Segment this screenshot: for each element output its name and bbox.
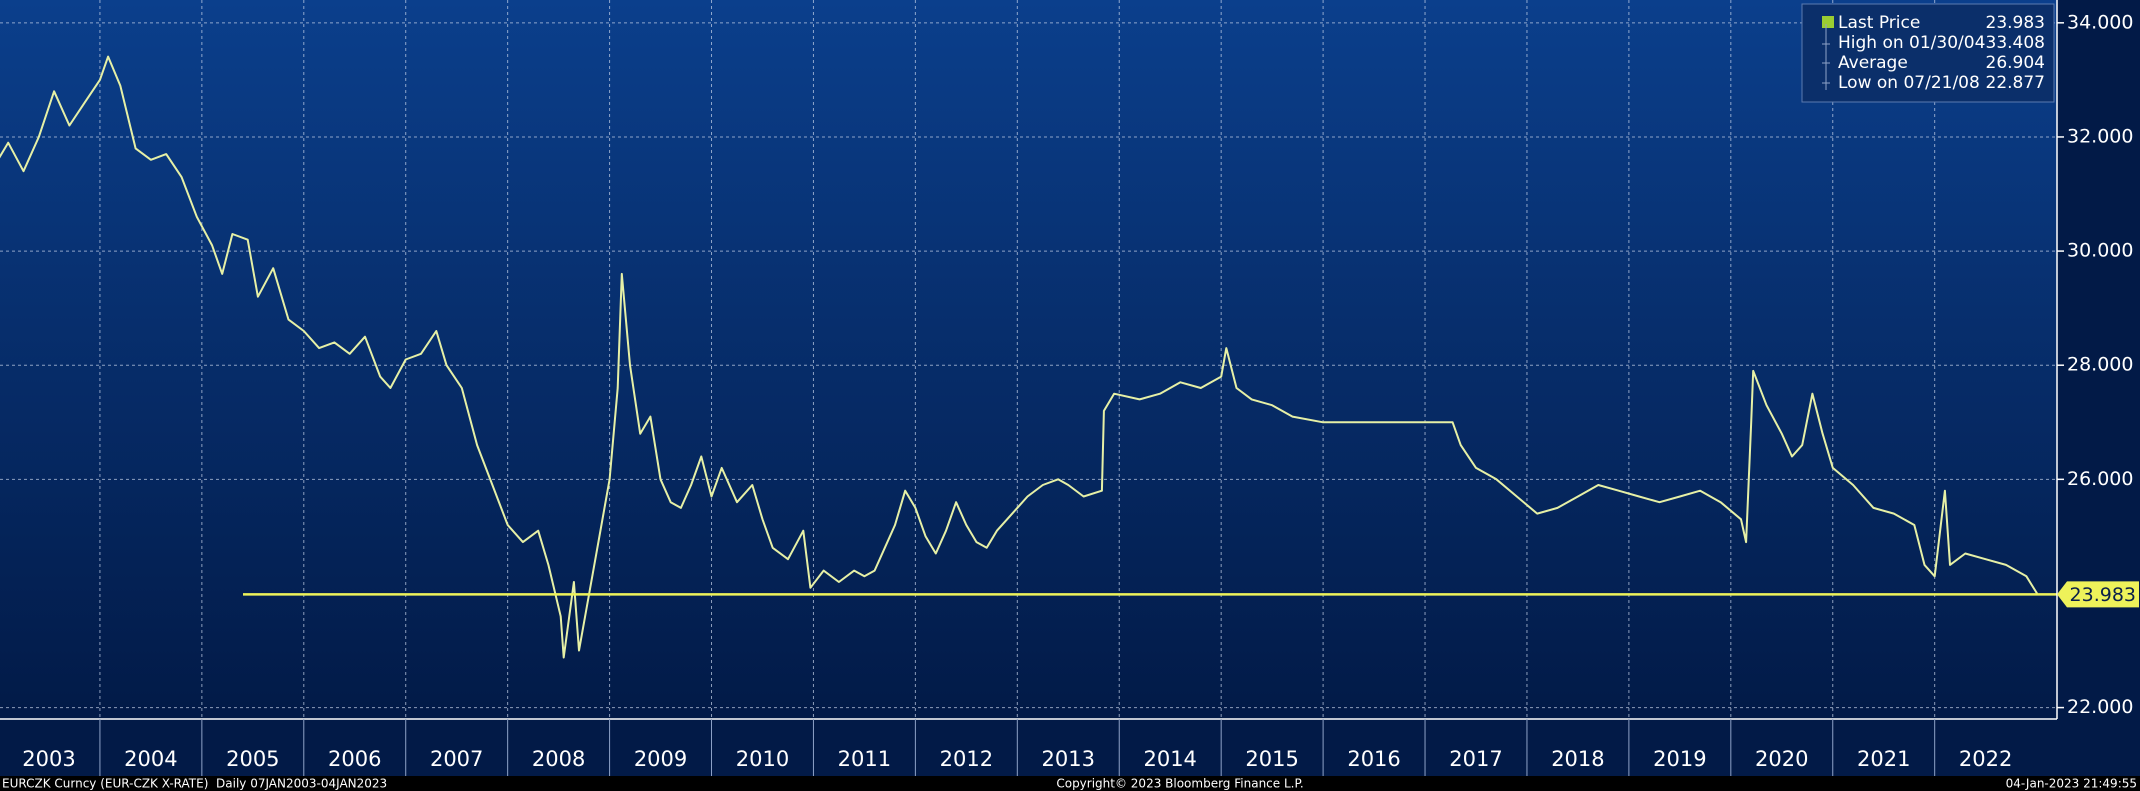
legend: Last Price 23.983 High on 01/30/04 33.40… xyxy=(1801,3,2055,103)
x-tick-label: 2022 xyxy=(1959,747,2012,771)
x-tick-label: 2015 xyxy=(1245,747,1298,771)
x-tick-label: 2006 xyxy=(328,747,381,771)
y-tick-label: 26.000 xyxy=(2067,468,2133,490)
x-tick-label: 2012 xyxy=(940,747,993,771)
x-tick-label: 2010 xyxy=(736,747,789,771)
legend-value: 33.408 xyxy=(1986,33,2045,53)
legend-box xyxy=(1801,3,2055,103)
legend-label: High on 01/30/04 xyxy=(1838,33,1985,53)
x-tick-label: 2014 xyxy=(1143,747,1196,771)
y-tick-label: 30.000 xyxy=(2067,240,2133,262)
legend-label: Last Price xyxy=(1838,13,1920,33)
footer-bar xyxy=(0,776,2140,791)
price-line xyxy=(0,55,2039,659)
x-tick-label: 2009 xyxy=(634,747,687,771)
x-tick-label: 2003 xyxy=(22,747,75,771)
x-tick-label: 2008 xyxy=(532,747,585,771)
legend-value: 23.983 xyxy=(1986,13,2045,33)
last-price-tag xyxy=(2057,581,2139,608)
y-tick-label: 22.000 xyxy=(2067,696,2133,718)
footer-right: 04-Jan-2023 21:49:55 xyxy=(2006,777,2137,791)
footer-center: Copyright© 2023 Bloomberg Finance L.P. xyxy=(1056,777,1303,791)
x-tick-label: 2007 xyxy=(430,747,483,771)
x-tick-label: 2004 xyxy=(124,747,177,771)
legend-value: 26.904 xyxy=(1986,53,2045,73)
y-tick-label: 28.000 xyxy=(2067,354,2133,376)
legend-icons xyxy=(1822,24,1830,90)
x-tick-label: 2020 xyxy=(1755,747,1808,771)
footer-left: EURCZK Curncy (EUR-CZK X-RATE) Daily 07J… xyxy=(2,777,387,791)
legend-value: 22.877 xyxy=(1986,73,2045,93)
legend-label: Average xyxy=(1838,53,1908,73)
plot-area xyxy=(0,0,2057,719)
x-tick-label: 2013 xyxy=(1042,747,1095,771)
last-price-label: 23.983 xyxy=(2070,584,2136,606)
y-tick-label: 34.000 xyxy=(2067,11,2133,33)
x-tick-label: 2011 xyxy=(838,747,891,771)
x-tick-label: 2018 xyxy=(1551,747,1604,771)
x-tick-label: 2005 xyxy=(226,747,279,771)
x-tick-label: 2019 xyxy=(1653,747,1706,771)
x-tick-label: 2021 xyxy=(1857,747,1910,771)
legend-swatch xyxy=(1822,16,1834,28)
y-tick-label: 32.000 xyxy=(2067,125,2133,147)
x-tick-label: 2016 xyxy=(1347,747,1400,771)
x-tick-label: 2017 xyxy=(1449,747,1502,771)
legend-label: Low on 07/21/08 xyxy=(1838,73,1980,93)
